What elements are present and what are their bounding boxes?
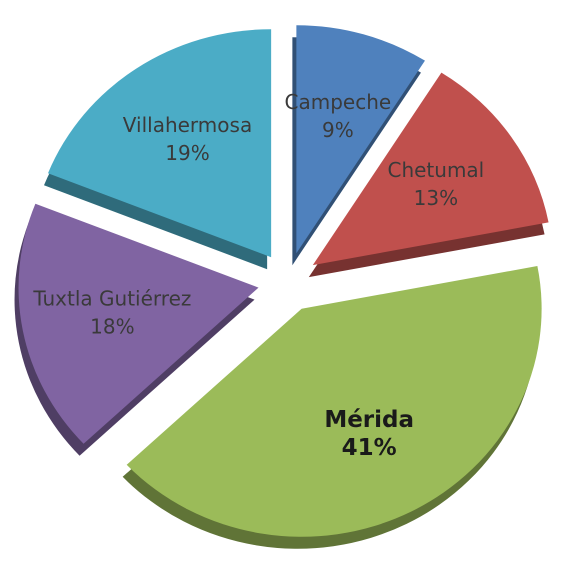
slice-value-label: 13% <box>414 186 458 210</box>
slice-value-label: 9% <box>322 118 354 142</box>
slice <box>47 29 272 258</box>
slice-value-label: 41% <box>342 435 397 461</box>
slice-value-label: 18% <box>90 315 134 339</box>
slice-label: Chetumal <box>387 158 484 182</box>
slice <box>312 72 549 266</box>
slice-label: Campeche <box>285 90 392 114</box>
slice-value-label: 19% <box>165 141 209 165</box>
slice <box>296 25 425 254</box>
slice-label: Villahermosa <box>123 113 252 137</box>
slice <box>18 203 259 444</box>
slice-label: Mérida <box>324 407 414 433</box>
slice-label: Tuxtla Gutiérrez <box>32 287 191 311</box>
slice <box>126 266 542 537</box>
